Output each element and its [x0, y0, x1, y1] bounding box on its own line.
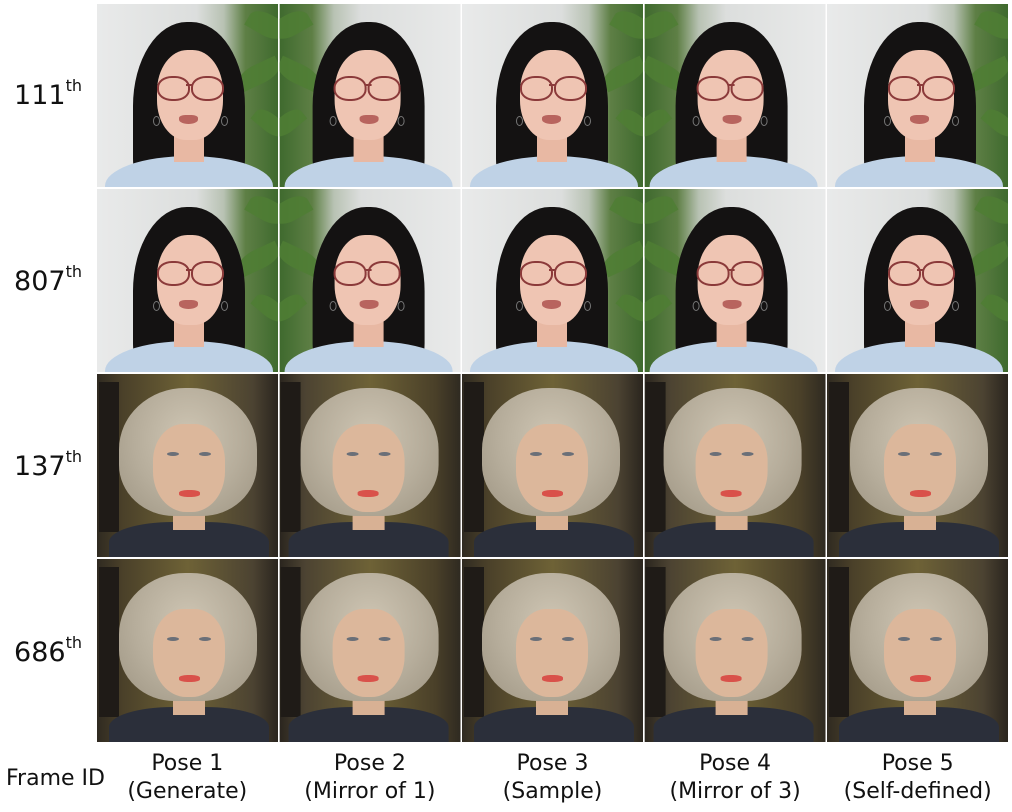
portrait-frame-r2-pose-1: [97, 189, 278, 372]
portrait-frame-r4-pose-1: [97, 559, 278, 742]
column-captions: Pose 1 (Generate) Pose 2 (Mirror of 1) Pos…: [97, 750, 1008, 806]
caption-pose-3: Pose 3 (Sample): [502, 751, 603, 804]
portrait-frame-r1-pose-5: [827, 4, 1008, 187]
portrait-frame-r1-pose-1: [97, 4, 278, 187]
portrait-frame-r3-pose-5: [827, 374, 1008, 557]
portrait-frame-r2-pose-4: [644, 189, 826, 372]
portrait-frame-r3-pose-4: [644, 374, 826, 557]
portrait-frame-r2-pose-5: [827, 189, 1008, 372]
grid-row-4: [97, 559, 1008, 742]
caption-pose-4: Pose 4 (Mirror of 3): [669, 751, 801, 804]
portrait-frame-r2-pose-3: [462, 189, 643, 372]
portrait-frame-r3-pose-3: [462, 374, 643, 557]
row-label-1: 111th: [14, 76, 82, 111]
caption-pose-1: Pose 1 (Generate): [127, 751, 248, 804]
portrait-frame-r4-pose-2: [279, 559, 461, 742]
portrait-frame-r3-pose-1: [97, 374, 278, 557]
grid-row-2: [97, 189, 1008, 372]
row-label-2: 807th: [14, 262, 82, 297]
grid-row-1: [97, 4, 1008, 187]
portrait-frame-r1-pose-4: [644, 4, 826, 187]
portrait-frame-r3-pose-2: [279, 374, 461, 557]
portrait-frame-r1-pose-3: [462, 4, 643, 187]
caption-pose-2: Pose 2 (Mirror of 1): [304, 751, 436, 804]
row-label-4: 686th: [14, 633, 82, 668]
portrait-frame-r1-pose-2: [279, 4, 461, 187]
portrait-frame-r2-pose-2: [279, 189, 461, 372]
grid-row-3: [97, 374, 1008, 557]
portrait-frame-r4-pose-4: [644, 559, 826, 742]
frame-id-label: Frame ID: [6, 766, 105, 791]
row-label-3: 137th: [14, 447, 82, 482]
caption-pose-5: Pose 5 (Self-defined): [843, 751, 992, 804]
portrait-frame-r4-pose-3: [462, 559, 643, 742]
portrait-frame-r4-pose-5: [827, 559, 1008, 742]
